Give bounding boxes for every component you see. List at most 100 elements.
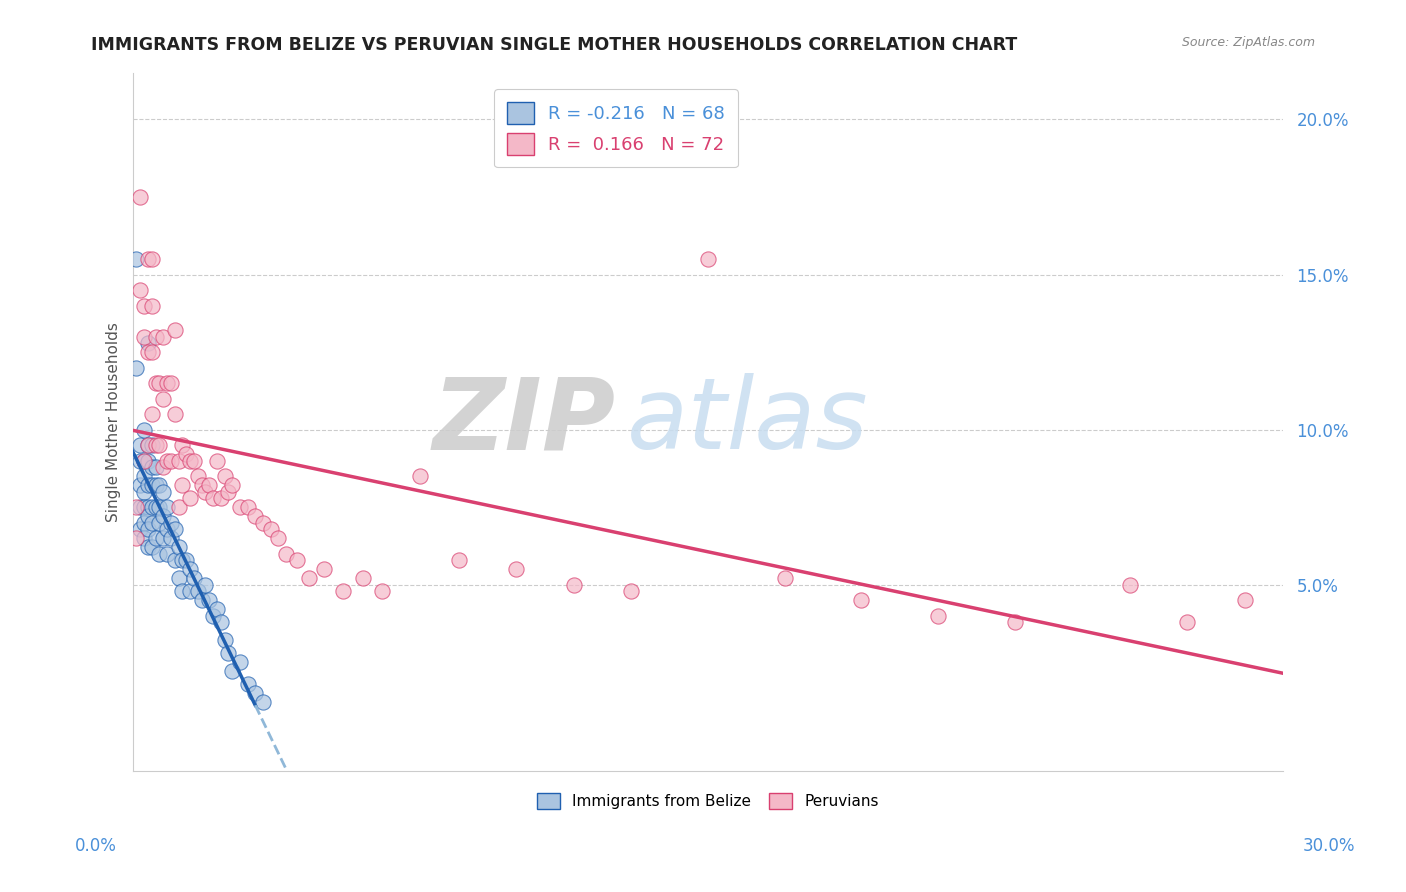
Point xyxy=(1233,593,1256,607)
Point xyxy=(148,516,170,530)
Legend: Immigrants from Belize, Peruvians: Immigrants from Belize, Peruvians xyxy=(530,787,884,815)
Text: Source: ZipAtlas.com: Source: ZipAtlas.com xyxy=(1181,36,1315,49)
Point xyxy=(198,478,221,492)
Point xyxy=(163,522,186,536)
Point xyxy=(136,438,159,452)
Point xyxy=(209,491,232,505)
Point xyxy=(132,484,155,499)
Point xyxy=(229,655,252,669)
Text: atlas: atlas xyxy=(627,374,869,470)
Point xyxy=(229,500,252,515)
Point xyxy=(136,522,159,536)
Point xyxy=(156,547,179,561)
Point xyxy=(129,283,152,297)
Point xyxy=(202,491,225,505)
Point xyxy=(132,469,155,483)
Point xyxy=(148,500,170,515)
Point xyxy=(187,469,209,483)
Point xyxy=(163,407,186,421)
Point xyxy=(156,453,179,467)
Y-axis label: Single Mother Households: Single Mother Households xyxy=(107,322,121,522)
Point xyxy=(125,531,148,545)
Text: 0.0%: 0.0% xyxy=(75,837,117,855)
Point xyxy=(1004,615,1026,629)
Point xyxy=(194,577,217,591)
Point xyxy=(167,541,190,555)
Point xyxy=(179,453,201,467)
Point xyxy=(236,677,259,691)
Point xyxy=(287,553,309,567)
Point xyxy=(145,376,167,390)
Point xyxy=(141,459,163,474)
Point xyxy=(205,602,228,616)
Point xyxy=(136,453,159,467)
Point xyxy=(156,522,179,536)
Point xyxy=(152,392,174,406)
Point xyxy=(267,531,290,545)
Point xyxy=(145,459,167,474)
Point xyxy=(136,252,159,266)
Point xyxy=(259,522,281,536)
Point xyxy=(129,190,152,204)
Point xyxy=(136,438,159,452)
Point xyxy=(172,553,194,567)
Point xyxy=(148,478,170,492)
Point xyxy=(125,500,148,515)
Point xyxy=(562,577,585,591)
Point xyxy=(172,583,194,598)
Point xyxy=(141,345,163,359)
Point xyxy=(160,531,183,545)
Point xyxy=(141,438,163,452)
Point xyxy=(136,478,159,492)
Point xyxy=(141,478,163,492)
Point xyxy=(214,469,236,483)
Point xyxy=(136,509,159,524)
Point xyxy=(179,562,201,576)
Point xyxy=(148,376,170,390)
Point xyxy=(217,484,239,499)
Point xyxy=(160,516,183,530)
Point xyxy=(179,491,201,505)
Point xyxy=(163,323,186,337)
Point xyxy=(132,453,155,467)
Point xyxy=(172,478,194,492)
Point xyxy=(298,571,321,585)
Point xyxy=(174,447,197,461)
Point xyxy=(245,509,267,524)
Point xyxy=(236,500,259,515)
Text: ZIP: ZIP xyxy=(433,374,616,470)
Point xyxy=(505,562,527,576)
Point xyxy=(190,593,212,607)
Point xyxy=(167,453,190,467)
Point xyxy=(409,469,432,483)
Point xyxy=(187,583,209,598)
Point xyxy=(851,593,873,607)
Point xyxy=(145,531,167,545)
Point xyxy=(221,478,243,492)
Point xyxy=(136,335,159,350)
Point xyxy=(148,438,170,452)
Point xyxy=(194,484,217,499)
Point xyxy=(129,522,152,536)
Point xyxy=(160,453,183,467)
Point xyxy=(132,500,155,515)
Point xyxy=(773,571,796,585)
Point xyxy=(132,453,155,467)
Point xyxy=(314,562,336,576)
Point xyxy=(136,345,159,359)
Point xyxy=(141,407,163,421)
Point xyxy=(145,329,167,343)
Point xyxy=(245,686,267,700)
Point xyxy=(152,329,174,343)
Point xyxy=(145,438,167,452)
Point xyxy=(132,531,155,545)
Point xyxy=(205,453,228,467)
Point xyxy=(221,665,243,679)
Point xyxy=(183,453,205,467)
Point xyxy=(927,608,949,623)
Point xyxy=(145,500,167,515)
Point xyxy=(332,583,354,598)
Point xyxy=(252,696,274,710)
Point xyxy=(145,478,167,492)
Point xyxy=(1175,615,1198,629)
